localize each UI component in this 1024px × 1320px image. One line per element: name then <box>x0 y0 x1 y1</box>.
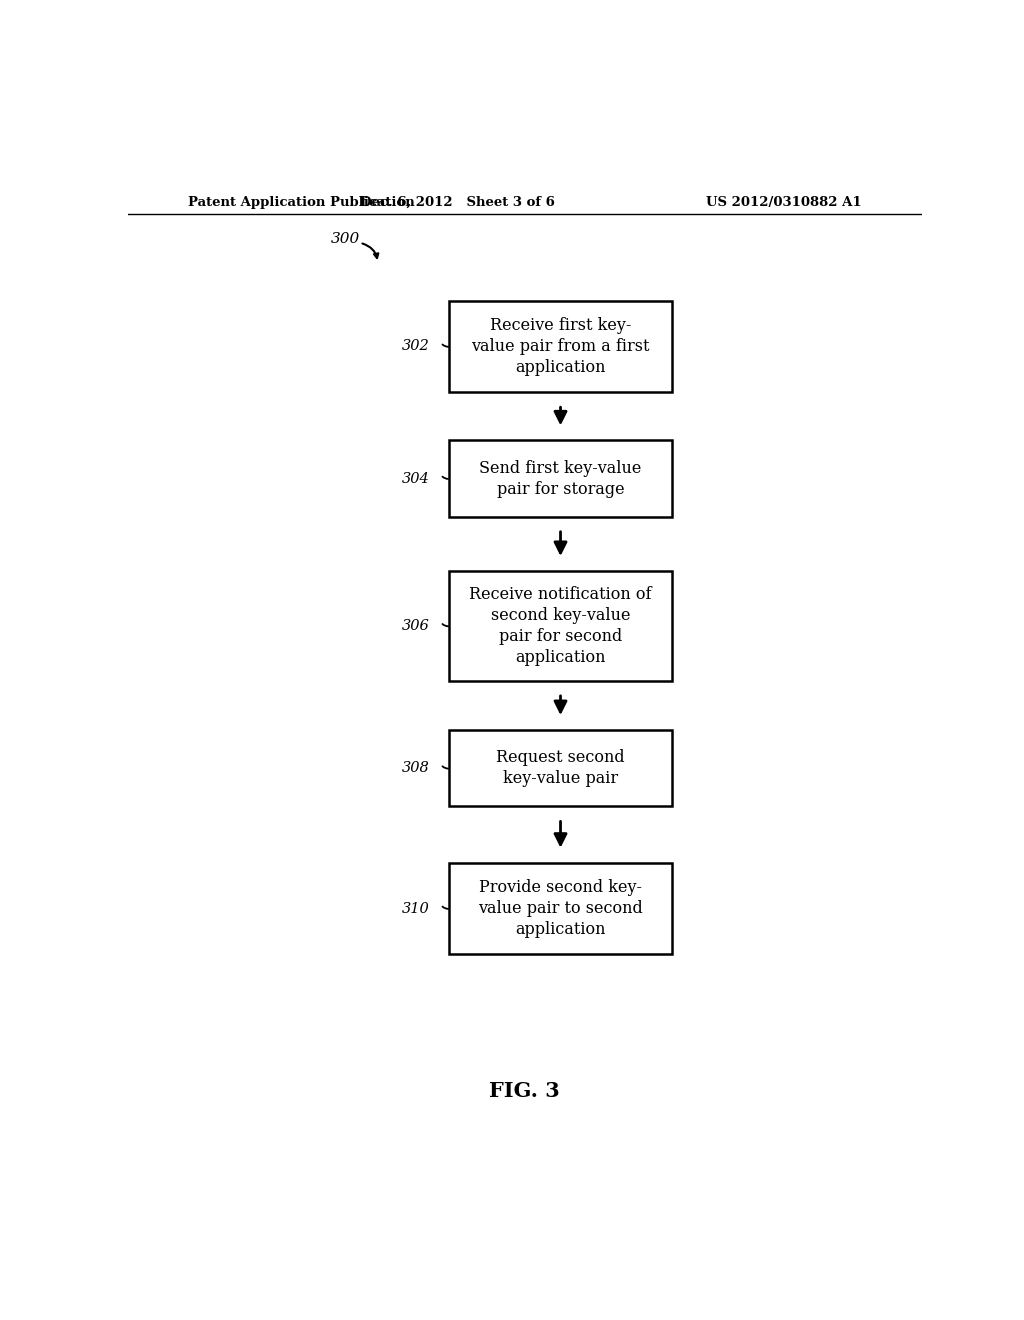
FancyArrowPatch shape <box>555 407 566 422</box>
FancyBboxPatch shape <box>450 572 672 681</box>
Text: 302: 302 <box>401 339 430 354</box>
FancyArrowPatch shape <box>442 345 449 347</box>
FancyArrowPatch shape <box>442 477 449 479</box>
Text: US 2012/0310882 A1: US 2012/0310882 A1 <box>707 195 862 209</box>
Text: FIG. 3: FIG. 3 <box>489 1081 560 1101</box>
FancyArrowPatch shape <box>442 624 449 626</box>
FancyBboxPatch shape <box>450 730 672 807</box>
FancyArrowPatch shape <box>442 767 449 768</box>
Text: 300: 300 <box>331 232 359 246</box>
FancyArrowPatch shape <box>555 696 566 711</box>
FancyArrowPatch shape <box>555 821 566 845</box>
FancyArrowPatch shape <box>442 907 449 909</box>
Text: Receive notification of
second key-value
pair for second
application: Receive notification of second key-value… <box>469 586 651 665</box>
Text: Request second
key-value pair: Request second key-value pair <box>497 750 625 787</box>
Text: 308: 308 <box>401 762 430 775</box>
Text: 304: 304 <box>401 471 430 486</box>
FancyBboxPatch shape <box>450 301 672 392</box>
Text: Provide second key-
value pair to second
application: Provide second key- value pair to second… <box>478 879 643 939</box>
Text: Dec. 6, 2012   Sheet 3 of 6: Dec. 6, 2012 Sheet 3 of 6 <box>359 195 555 209</box>
Text: Send first key-value
pair for storage: Send first key-value pair for storage <box>479 459 642 498</box>
FancyBboxPatch shape <box>450 863 672 954</box>
FancyArrowPatch shape <box>555 532 566 553</box>
Text: Receive first key-
value pair from a first
application: Receive first key- value pair from a fir… <box>471 317 650 376</box>
Text: Patent Application Publication: Patent Application Publication <box>187 195 415 209</box>
FancyBboxPatch shape <box>450 441 672 516</box>
FancyArrowPatch shape <box>362 243 378 259</box>
Text: 310: 310 <box>401 902 430 916</box>
Text: 306: 306 <box>401 619 430 634</box>
